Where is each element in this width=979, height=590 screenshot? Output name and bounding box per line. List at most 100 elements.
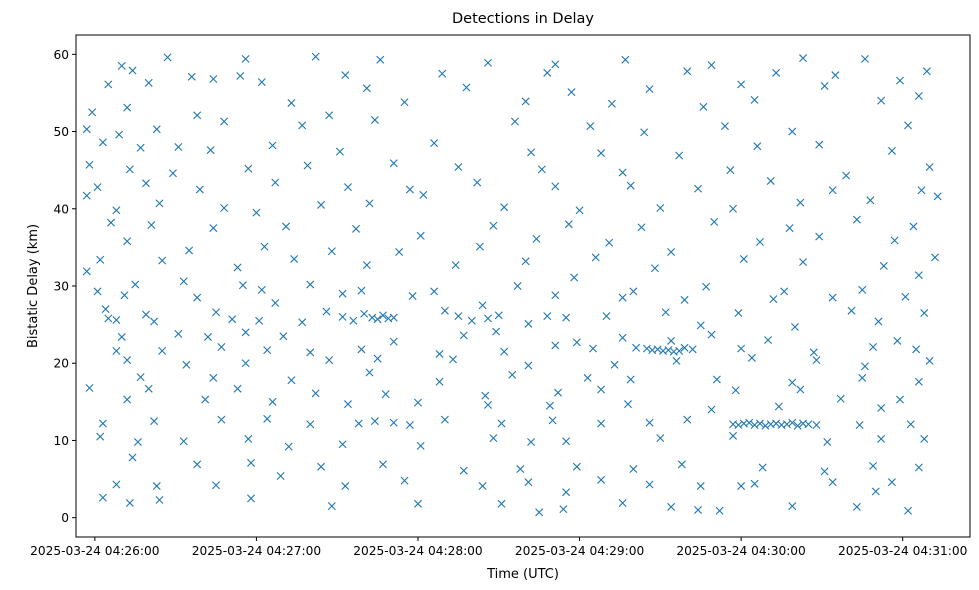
data-point (82, 191, 91, 200)
data-point (179, 437, 188, 446)
data-point (150, 317, 159, 326)
data-point (799, 54, 808, 63)
data-point (317, 462, 326, 471)
data-point (494, 311, 503, 320)
data-point (241, 359, 250, 368)
data-point (484, 58, 492, 67)
data-point (524, 478, 533, 487)
data-point (737, 482, 746, 491)
data-point (860, 54, 869, 63)
data-point (459, 466, 468, 475)
data-point (123, 103, 132, 112)
data-point (112, 315, 121, 324)
data-point (626, 375, 635, 384)
data-point (750, 479, 759, 488)
data-point (726, 166, 735, 175)
data-point (365, 199, 374, 208)
x-tick-label: 2025-03-24 04:27:00 (192, 544, 321, 558)
data-point (750, 95, 759, 104)
data-point (220, 117, 229, 126)
data-point (680, 343, 689, 352)
data-point (201, 395, 210, 404)
data-point (785, 224, 794, 233)
data-point (874, 317, 883, 326)
data-point (104, 80, 113, 89)
data-point (357, 286, 366, 295)
data-point (373, 354, 382, 363)
data-point (263, 414, 272, 423)
data-point (871, 487, 880, 496)
data-point (799, 258, 808, 267)
data-point (311, 389, 320, 398)
data-point (416, 441, 425, 450)
data-point (448, 355, 457, 364)
data-point (510, 117, 519, 126)
data-point (828, 478, 837, 487)
data-point (852, 215, 861, 224)
data-point (696, 321, 705, 330)
data-point (920, 309, 929, 318)
data-point (303, 161, 312, 170)
data-point (780, 287, 789, 296)
data-point (335, 147, 344, 156)
data-point (597, 385, 606, 394)
data-point (142, 179, 151, 188)
data-point (877, 434, 886, 443)
y-tick-label: 0 (61, 511, 69, 525)
data-point (815, 232, 824, 241)
x-tick-label: 2025-03-24 04:29:00 (515, 544, 644, 558)
data-point (123, 356, 132, 365)
data-point (618, 293, 627, 302)
data-point (117, 332, 126, 341)
data-point (537, 165, 546, 174)
data-point (591, 253, 600, 262)
data-point (513, 282, 522, 290)
data-point (575, 206, 584, 215)
data-point (244, 164, 253, 173)
data-point (914, 377, 923, 386)
data-point (101, 305, 110, 314)
data-point (675, 151, 684, 160)
data-point (117, 61, 126, 70)
data-point (182, 360, 191, 369)
data-point (702, 282, 711, 291)
data-point (858, 285, 867, 294)
data-point (362, 84, 371, 93)
data-point (855, 421, 864, 430)
data-point (925, 163, 934, 172)
data-point (142, 310, 151, 319)
data-point (667, 502, 676, 511)
data-point (343, 183, 352, 192)
data-point (734, 309, 743, 318)
data-point (820, 467, 829, 476)
data-point (389, 159, 398, 168)
data-point (158, 346, 167, 355)
data-point (343, 400, 352, 409)
data-point (772, 419, 781, 428)
data-point (788, 378, 797, 387)
data-point (895, 76, 904, 85)
data-point (562, 488, 571, 497)
data-point (912, 345, 921, 354)
data-point (352, 224, 361, 233)
data-point (683, 415, 692, 424)
data-point (257, 78, 266, 87)
data-point (761, 421, 770, 430)
data-point (804, 420, 813, 429)
y-axis-ticks: 0 10 20 30 40 50 60 (53, 48, 76, 525)
data-point (193, 293, 202, 302)
data-point (158, 256, 167, 265)
data-point (782, 420, 791, 429)
data-point (400, 476, 409, 485)
data-point (290, 254, 299, 263)
data-point (435, 349, 444, 358)
data-point (440, 415, 449, 424)
data-point (521, 97, 530, 106)
data-point (271, 178, 280, 187)
data-point (637, 223, 646, 232)
data-point (179, 277, 188, 286)
data-point (220, 204, 229, 212)
data-point (338, 289, 347, 298)
data-point (255, 316, 264, 325)
